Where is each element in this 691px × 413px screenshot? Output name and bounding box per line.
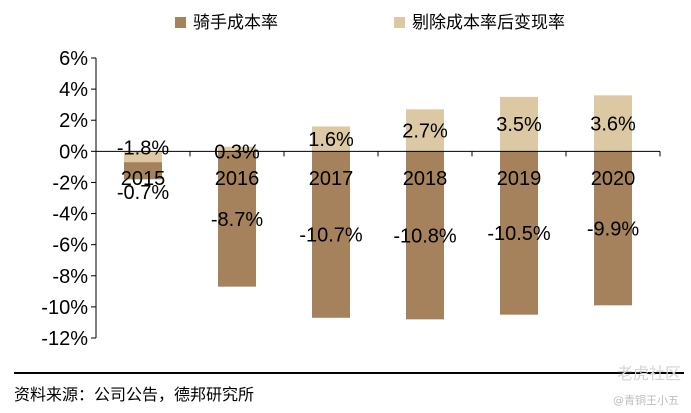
- y-tick-label: -6%: [52, 235, 88, 257]
- y-tick-label: 0%: [59, 141, 88, 163]
- data-label: -10.8%: [393, 225, 457, 247]
- data-label: 3.5%: [496, 114, 542, 136]
- data-label: -8.7%: [211, 209, 263, 231]
- bar: [500, 96, 538, 152]
- data-label: -9.9%: [587, 218, 639, 240]
- y-tick-label: -8%: [52, 266, 88, 288]
- y-tick-label: 6%: [59, 48, 88, 70]
- bar: [594, 151, 632, 306]
- bar-chart: 骑手成本率 剔除成本率后变现率 6% 4% 2% 0% -2% -4% -6% -8% -10% -1…: [41, 13, 661, 350]
- y-tick-label: -4%: [52, 204, 88, 226]
- data-label: 3.6%: [590, 113, 636, 135]
- bar: [500, 151, 538, 315]
- y-tick-label: -2%: [52, 172, 88, 194]
- data-label: 2.7%: [402, 120, 448, 142]
- source-divider: [14, 372, 684, 374]
- data-label: -10.7%: [299, 225, 363, 247]
- data-label: 0.3%: [214, 141, 260, 163]
- x-tick-label: 2017: [309, 168, 354, 190]
- data-label: 1.6%: [308, 129, 354, 151]
- y-tick-label: 4%: [59, 79, 88, 101]
- y-tick-label: -10%: [41, 297, 88, 319]
- bar: [218, 151, 256, 287]
- watermark-handle: @青铜王小五: [613, 394, 679, 407]
- data-label: -0.7%: [117, 182, 169, 204]
- legend-swatch: [394, 17, 405, 28]
- bar: [406, 151, 444, 320]
- watermark: 老虎社区: [616, 364, 681, 383]
- bar: [312, 126, 350, 152]
- source-note: 资料来源：公司公告，德邦研究所: [14, 385, 255, 404]
- x-tick-label: 2018: [403, 168, 448, 190]
- bar: [312, 151, 350, 318]
- x-tick-label: 2015: [121, 168, 166, 190]
- data-label: -1.8%: [117, 137, 169, 159]
- data-label: -10.5%: [487, 223, 551, 245]
- bar: [218, 146, 256, 152]
- bar: [406, 109, 444, 152]
- x-tick-label: 2016: [215, 168, 260, 190]
- bar: [124, 151, 162, 163]
- y-tick-label: -12%: [41, 328, 88, 350]
- y-tick-label: 2%: [59, 110, 88, 132]
- bar: [594, 95, 632, 152]
- legend-label: 剔除成本率后变现率: [412, 13, 565, 32]
- legend-swatch: [175, 17, 186, 28]
- legend-label: 骑手成本率: [193, 13, 278, 32]
- x-tick-label: 2019: [497, 168, 542, 190]
- x-tick-label: 2020: [591, 168, 636, 190]
